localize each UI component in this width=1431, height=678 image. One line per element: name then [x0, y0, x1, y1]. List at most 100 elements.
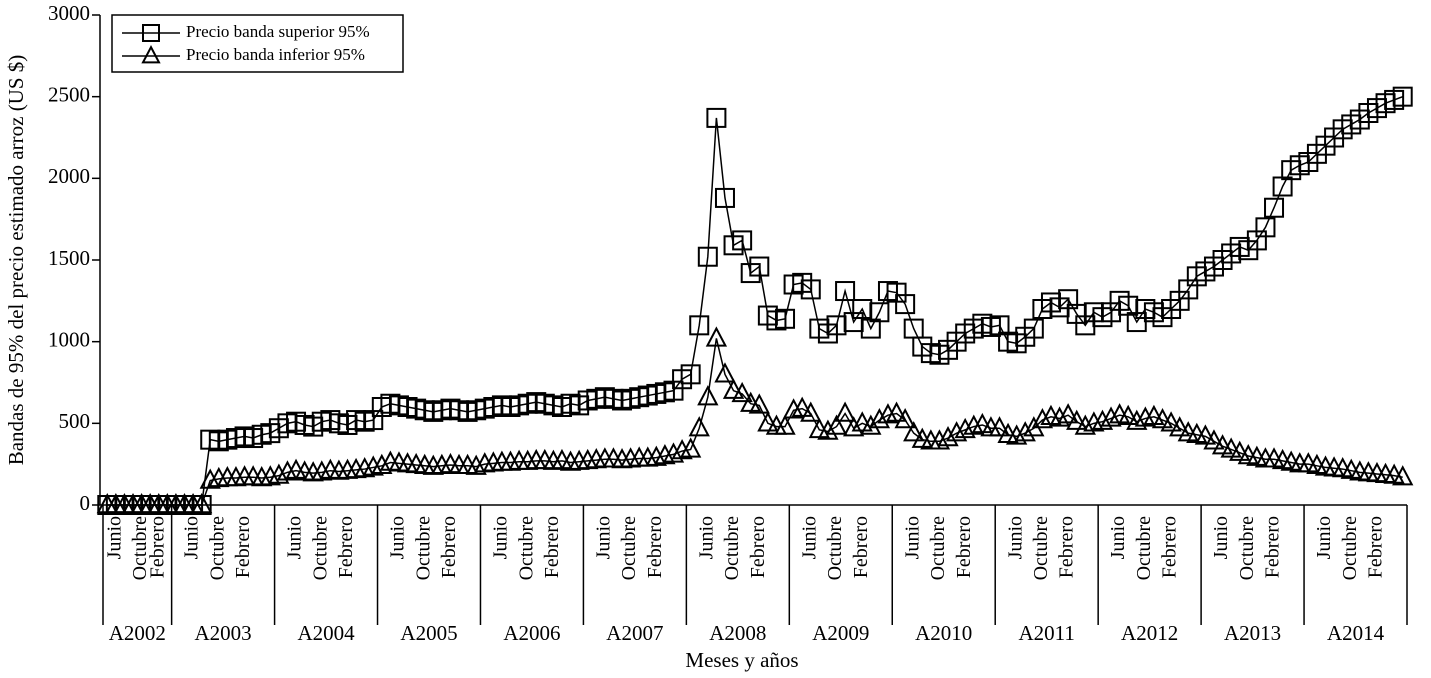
x-tick-label: Febrero: [953, 516, 975, 578]
x-tick-label: Febrero: [1262, 516, 1284, 578]
x-tick-label: Octubre: [1133, 516, 1155, 581]
data-point: [645, 445, 667, 466]
data-point: [1151, 408, 1174, 429]
legend-label: Precio banda superior 95%: [186, 22, 370, 41]
data-point: [868, 408, 891, 429]
data-point: [1392, 465, 1414, 486]
legend-marker: [141, 45, 161, 64]
data-point: [362, 455, 384, 476]
data-point: [928, 429, 951, 450]
y-tick-label: 1500: [48, 246, 90, 270]
data-point: [371, 453, 393, 474]
data-point: [749, 256, 770, 277]
legend-label: Precio banda inferior 95%: [186, 45, 365, 64]
data-point: [1392, 86, 1413, 107]
data-point: [1220, 437, 1242, 458]
data-point: [1057, 403, 1079, 424]
x-tick-label: Febrero: [232, 516, 254, 578]
data-point: [963, 414, 985, 435]
data-point: [671, 439, 693, 460]
data-point: [311, 460, 333, 481]
data-point: [697, 385, 719, 406]
x-tick-label: Octubre: [412, 516, 434, 581]
data-point: [945, 421, 968, 442]
data-point: [800, 401, 822, 422]
x-tick-label: Junio: [695, 516, 717, 559]
data-point: [731, 381, 753, 403]
data-point: [662, 442, 685, 463]
data-point: [439, 452, 462, 474]
data-point: [1126, 409, 1148, 430]
data-point: [319, 458, 341, 479]
x-tick-label: Octubre: [618, 516, 640, 581]
x-tick-label: Junio: [1313, 516, 1335, 559]
data-point: [843, 416, 865, 437]
data-point: [885, 401, 908, 422]
group-label: A2010: [915, 621, 972, 645]
x-tick-label: Octubre: [927, 516, 949, 581]
data-point: [722, 378, 745, 399]
data-point: [268, 463, 290, 484]
data-point: [680, 437, 702, 458]
x-tick-label: Octubre: [721, 516, 743, 581]
data-point: [1074, 414, 1096, 435]
data-point: [1023, 318, 1044, 339]
y-tick-label: 0: [80, 491, 91, 515]
group-label: A2003: [195, 621, 252, 645]
group-label: A2009: [812, 621, 869, 645]
data-point: [551, 448, 573, 470]
data-point: [877, 403, 899, 424]
y-tick-label: 2500: [48, 82, 90, 106]
x-tick-label: Octubre: [1236, 516, 1258, 581]
data-point: [835, 281, 856, 302]
data-point: [1031, 408, 1054, 429]
data-point: [714, 187, 735, 208]
y-tick-label: 500: [59, 409, 91, 433]
group-label: A2004: [297, 621, 355, 645]
data-point: [705, 326, 728, 347]
data-point: [680, 364, 701, 385]
data-point: [1083, 411, 1105, 432]
data-point: [791, 396, 813, 417]
data-point: [895, 294, 916, 315]
data-point: [354, 457, 376, 478]
x-tick-label: Octubre: [129, 516, 151, 581]
data-point: [1203, 429, 1225, 450]
data-point: [1264, 197, 1285, 218]
x-tick-label: Octubre: [1030, 516, 1052, 581]
data-point: [903, 421, 925, 442]
data-point: [654, 443, 676, 465]
data-point: [285, 458, 307, 479]
legend-box: [111, 14, 404, 73]
data-point: [954, 417, 976, 439]
data-point: [1160, 411, 1182, 432]
x-tick-label: Febrero: [146, 516, 168, 578]
data-point: [937, 425, 959, 447]
x-axis-title: Meses y años: [685, 648, 798, 672]
x-tick-label: Febrero: [335, 516, 357, 578]
legend-marker: [142, 24, 160, 42]
x-tick-label: Junio: [284, 516, 306, 559]
x-tick-label: Febrero: [850, 516, 872, 578]
data-point: [1134, 406, 1156, 427]
data-point: [971, 412, 993, 434]
x-tick-label: Junio: [901, 516, 923, 559]
x-tick-label: Octubre: [206, 516, 228, 581]
x-tick-label: Febrero: [747, 516, 769, 578]
data-point: [1169, 416, 1191, 437]
data-point: [1091, 409, 1114, 430]
group-label: A2002: [109, 621, 166, 645]
data-point: [1048, 406, 1071, 427]
x-tick-label: Octubre: [515, 516, 537, 581]
data-point: [782, 398, 805, 419]
data-point: [689, 315, 710, 336]
data-point: [1066, 409, 1088, 430]
x-tick-label: Junio: [181, 516, 203, 559]
x-tick-label: Octubre: [824, 516, 846, 581]
group-label: A2012: [1121, 621, 1178, 645]
data-point: [191, 492, 213, 514]
data-point: [732, 230, 753, 251]
x-tick-label: Febrero: [644, 516, 666, 578]
group-label: A2007: [606, 621, 663, 645]
data-point: [834, 401, 856, 422]
